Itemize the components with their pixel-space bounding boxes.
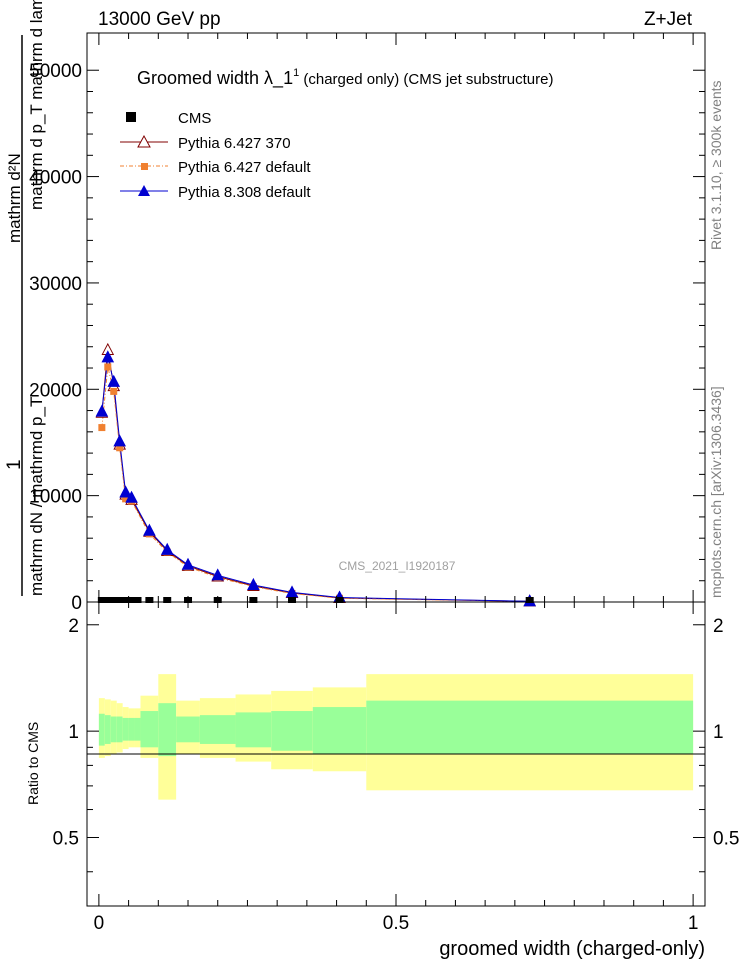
legend-cms-marker (126, 112, 136, 122)
legend-py6-370-marker (137, 134, 151, 148)
series-point-py6-default (116, 444, 124, 452)
cms-point (121, 597, 130, 603)
legend-py8-default-label: Pythia 8.308 default (178, 184, 311, 201)
cms-point (109, 597, 118, 603)
ratio-y-tick-label-right: 1 (713, 722, 724, 743)
header-process: Z+Jet (644, 9, 693, 30)
series-line-py6-370 (101, 349, 530, 602)
ratio-band-inner (235, 712, 272, 748)
x-axis-label: groomed width (charged-only) (439, 938, 705, 960)
x-tick-label: 0.5 (383, 913, 409, 934)
mcplots-label: mcplots.cern.ch [arXiv:1306.3436] (708, 386, 724, 598)
series-point-py8-default (160, 542, 174, 555)
ratio-band-inner (176, 716, 200, 743)
series-point-py8-default (119, 485, 132, 498)
ratio-y-tick-label-right: 0.5 (713, 829, 739, 850)
legend: CMS Pythia 6.427 370 Pythia 6.427 defaul… (120, 110, 311, 201)
series-point-py8-default (143, 523, 156, 536)
cms-data-markers (97, 597, 534, 603)
legend-cms-label: CMS (178, 110, 211, 127)
main-series-lines (101, 349, 530, 602)
cms-point (525, 597, 534, 603)
series-point-py8-default (95, 404, 109, 417)
title-main: Groomed width λ_1 (137, 68, 293, 89)
cms-point (163, 597, 172, 603)
legend-py6-default-label: Pythia 6.427 default (178, 159, 311, 176)
x-tick-label: 0 (94, 913, 105, 934)
cms-point (127, 597, 136, 603)
ratio-y-tick-label-left: 1 (68, 722, 79, 743)
ylabel-one: 1 (4, 459, 25, 470)
ratio-band-inner (199, 715, 236, 744)
series-point-py8-default (101, 350, 115, 363)
main-y-axis: 0 10000 20000 30000 40000 50000 (29, 61, 705, 614)
series-point-py8-default (113, 434, 127, 447)
plot-title: Groomed width λ_11 (charged only) (CMS j… (137, 67, 553, 89)
ratio-band-inner (98, 713, 105, 746)
ratio-band-inner (116, 716, 123, 743)
main-y-tick-label: 30000 (29, 274, 82, 295)
main-y-label: 1 mathrm d²N mathrm d p_T mathrm d lambd… (4, 0, 46, 596)
legend-py6-default-marker (141, 163, 148, 170)
ratio-band-inner (104, 715, 111, 744)
series-point-py8-default (107, 374, 121, 387)
ylabel-numerator: mathrm d²N (5, 153, 24, 243)
series-point-py8-default (285, 585, 299, 598)
legend-py8-default-marker (138, 185, 150, 196)
ratio-bands (98, 674, 694, 800)
ylabel-denominator: mathrm d p_T mathrm d lambda (27, 0, 46, 210)
legend-py6-370-label: Pythia 6.427 370 (178, 135, 291, 152)
series-point-py6-default (104, 363, 112, 371)
cms-point (335, 597, 344, 603)
series-point-py6-default (110, 387, 118, 395)
ratio-band-inner (271, 711, 313, 751)
main-y-tick-label: 50000 (29, 61, 82, 82)
ratio-band-inner (128, 717, 135, 741)
main-y-tick-label: 20000 (29, 380, 82, 401)
ratio-band-inner (140, 711, 159, 748)
series-point-py8-default (247, 577, 260, 590)
cms-point (103, 597, 112, 603)
series-line-py8-default (101, 357, 530, 602)
title-superscript: 1 (293, 67, 299, 79)
series-point-py8-default (125, 490, 138, 503)
series-point-py8-default (181, 557, 195, 570)
main-series-markers (95, 342, 537, 607)
ratio-band-inner (110, 716, 117, 743)
series-line-py6-default (101, 366, 530, 602)
ratio-band-inner (134, 717, 141, 741)
ratio-y-axis: 0.5 0.5 1 1 2 2 (53, 616, 739, 873)
series-point-py6-default (122, 495, 130, 503)
x-axis: 0 0.5 1 (94, 33, 699, 934)
ylabel-denominator-2: mathrm dN / mathrmd p_T (27, 397, 46, 596)
main-y-tick-label: 10000 (29, 487, 82, 508)
ratio-y-tick-label-right: 2 (713, 616, 724, 637)
ratio-y-label: Ratio to CMS (25, 722, 41, 805)
main-y-tick-label: 40000 (29, 168, 82, 189)
analysis-watermark: CMS_2021_I1920187 (339, 559, 456, 573)
x-tick-label: 1 (688, 913, 699, 934)
cms-point (97, 597, 106, 603)
cms-point (145, 597, 154, 603)
title-rest: (charged only) (CMS jet substructure) (299, 71, 553, 88)
cms-point (133, 597, 142, 603)
cms-point (288, 597, 297, 603)
ratio-band-inner (312, 707, 367, 755)
cms-point (115, 597, 124, 603)
rivet-label: Rivet 3.1.10, ≥ 300k events (708, 80, 724, 250)
ratio-y-tick-label-left: 0.5 (53, 829, 79, 850)
ratio-band-inner (158, 703, 177, 757)
ratio-band-inner (122, 717, 129, 741)
ratio-y-tick-label-left: 2 (68, 616, 79, 637)
cms-point (249, 597, 258, 603)
main-y-tick-label: 0 (71, 593, 82, 614)
series-point-py8-default (211, 568, 225, 581)
header-energy: 13000 GeV pp (98, 9, 221, 30)
series-point-py6-default (98, 424, 106, 432)
ratio-band-inner (366, 700, 694, 755)
